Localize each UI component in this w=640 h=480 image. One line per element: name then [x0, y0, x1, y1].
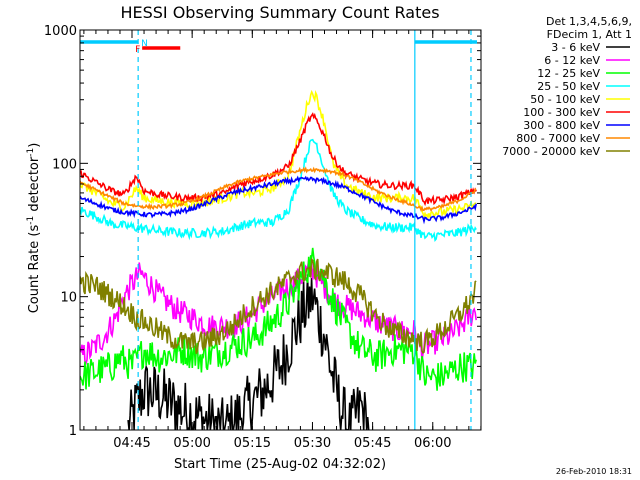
y-axis-title-part1: Count Rate (s	[27, 225, 42, 314]
y-tick-label-3: 1000	[44, 24, 77, 39]
series-line-2	[80, 247, 477, 391]
series-line-4	[80, 89, 477, 220]
x-tick-label-2: 05:15	[234, 436, 271, 451]
legend-label-8: 7000 - 20000 keV	[502, 145, 600, 158]
y-axis-title-sup2: -1	[26, 148, 36, 157]
y-axis-title-part2: detector	[27, 156, 42, 216]
legend-label-5: 100 - 300 keV	[523, 106, 600, 119]
legend-header-0: Det 1,3,4,5,6,9,	[546, 15, 632, 28]
x-axis-title: Start Time (25-Aug-02 04:32:02)	[174, 457, 386, 472]
series-line-8	[80, 257, 477, 354]
legend-label-1: 6 - 12 keV	[544, 54, 600, 67]
legend-label-2: 12 - 25 keV	[537, 67, 600, 80]
y-tick-label-0: 1	[69, 424, 77, 439]
timestamp: 26-Feb-2010 18:31	[556, 467, 632, 476]
y-axis-title: Count Rate (s-1 detector-1)	[26, 143, 42, 314]
y-axis-title-sup1: -1	[26, 216, 36, 225]
legend-label-4: 50 - 100 keV	[530, 93, 600, 106]
chart-title: HESSI Observing Summary Count Rates	[120, 3, 439, 22]
x-tick-label-5: 06:00	[414, 436, 451, 451]
x-tick-label-1: 05:00	[173, 436, 210, 451]
y-axis-title-part3: )	[27, 143, 42, 148]
y-tick-label-2: 100	[52, 157, 77, 172]
x-tick-label-0: 04:45	[113, 436, 150, 451]
flag-label-2: F	[135, 45, 140, 55]
legend-label-3: 25 - 50 keV	[537, 80, 600, 93]
series-line-0	[127, 274, 370, 430]
legend-label-6: 300 - 800 keV	[523, 119, 600, 132]
markers-layer: NF	[80, 30, 477, 430]
y-tick-label-1: 10	[60, 291, 77, 306]
plot-frame	[79, 29, 482, 431]
x-tick-label-3: 05:30	[294, 436, 331, 451]
series-line-3	[80, 138, 477, 243]
series-line-6	[80, 175, 477, 225]
legend: Det 1,3,4,5,6,9,FDecim 1, Att 13 - 6 keV…	[502, 15, 632, 158]
axes: 1 10 100 1000 04:45 05:00 05:15 05:30 05:45 06:00	[44, 24, 482, 451]
legend-header-1: FDecim 1, Att 1	[547, 28, 632, 41]
legend-label-0: 3 - 6 keV	[551, 41, 600, 54]
series-layer	[80, 89, 477, 430]
series-line-7	[80, 166, 477, 212]
x-tick-label-4: 05:45	[354, 436, 391, 451]
legend-label-7: 800 - 7000 keV	[516, 132, 600, 145]
flag-label-0: N	[141, 39, 148, 49]
